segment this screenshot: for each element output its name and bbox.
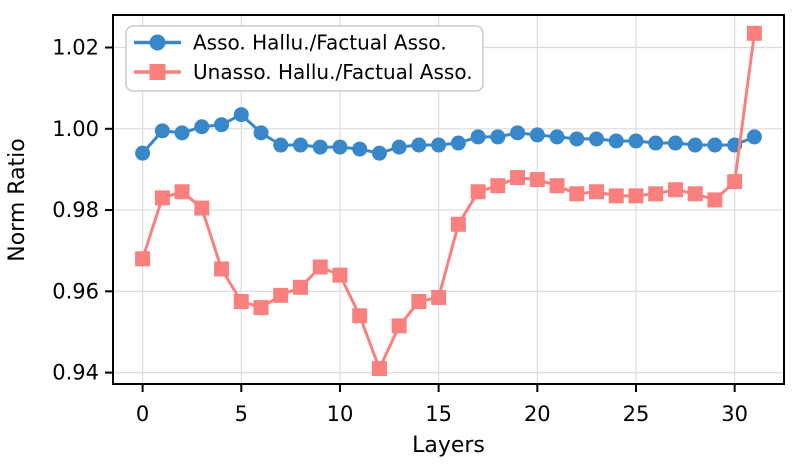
data-point-square xyxy=(154,190,170,206)
data-point-circle xyxy=(490,129,506,145)
data-point-square xyxy=(667,182,683,198)
data-point-square xyxy=(628,188,644,204)
data-point-circle xyxy=(391,139,407,155)
data-point-circle xyxy=(135,145,151,161)
data-point-circle xyxy=(214,117,230,133)
data-point-square xyxy=(549,178,565,194)
data-point-circle xyxy=(667,135,683,151)
data-point-square xyxy=(332,267,348,283)
data-point-circle xyxy=(529,127,545,143)
data-point-circle xyxy=(608,133,624,149)
data-point-square xyxy=(214,261,230,277)
data-point-circle xyxy=(687,137,703,153)
y-tick-label: 0.94 xyxy=(52,361,99,385)
data-point-square xyxy=(490,178,506,194)
data-point-square xyxy=(431,289,447,305)
data-point-circle xyxy=(510,125,526,141)
data-point-circle xyxy=(411,137,427,153)
data-point-square xyxy=(687,186,703,202)
legend-label-1: Unasso. Hallu./Factual Asso. xyxy=(193,60,473,84)
data-point-circle xyxy=(371,145,387,161)
data-point-circle xyxy=(332,139,348,155)
x-axis-label: Layers xyxy=(412,433,485,458)
data-point-square xyxy=(233,294,249,310)
x-tick-label: 15 xyxy=(425,402,452,426)
data-point-square xyxy=(194,200,210,216)
data-point-square xyxy=(450,216,466,232)
plot-border xyxy=(112,14,785,385)
data-point-circle xyxy=(312,139,328,155)
data-point-square xyxy=(589,184,605,200)
data-point-circle xyxy=(648,135,664,151)
data-point-circle xyxy=(431,137,447,153)
data-point-square xyxy=(253,300,269,316)
y-tick-label: 1.00 xyxy=(52,117,99,141)
x-tick-label: 20 xyxy=(524,402,551,426)
data-point-circle xyxy=(154,123,170,139)
data-point-circle xyxy=(450,135,466,151)
y-tick-label: 1.02 xyxy=(52,36,99,60)
legend-marker-circle xyxy=(149,34,166,51)
data-point-square xyxy=(727,174,743,190)
data-point-square xyxy=(569,186,585,202)
data-point-square xyxy=(648,186,664,202)
data-point-circle xyxy=(174,125,190,141)
x-tick-label: 0 xyxy=(136,402,149,426)
x-tick-label: 30 xyxy=(721,402,748,426)
data-point-square xyxy=(273,287,289,303)
data-point-circle xyxy=(352,141,368,157)
data-point-square xyxy=(510,170,526,186)
x-tick-label: 5 xyxy=(235,402,248,426)
data-point-circle xyxy=(746,129,762,145)
data-point-circle xyxy=(233,107,249,123)
data-point-square xyxy=(135,251,151,267)
data-point-square xyxy=(391,318,407,334)
data-point-square xyxy=(529,172,545,188)
x-tick-label: 10 xyxy=(327,402,354,426)
y-tick-label: 0.96 xyxy=(52,279,99,303)
data-point-circle xyxy=(589,131,605,147)
data-point-square xyxy=(371,361,387,377)
data-point-square xyxy=(707,192,723,208)
data-point-circle xyxy=(549,129,565,145)
data-point-circle xyxy=(569,131,585,147)
data-point-square xyxy=(312,259,328,275)
data-point-circle xyxy=(628,133,644,149)
data-point-square xyxy=(608,188,624,204)
data-point-square xyxy=(292,279,308,295)
data-point-square xyxy=(352,308,368,324)
x-tick-label: 25 xyxy=(623,402,650,426)
data-point-circle xyxy=(253,125,269,141)
data-point-square xyxy=(411,294,427,310)
y-tick-label: 0.98 xyxy=(52,198,99,222)
data-point-circle xyxy=(273,137,289,153)
legend: Asso. Hallu./Factual Asso. Unasso. Hallu.… xyxy=(125,25,484,92)
data-point-square xyxy=(470,184,486,200)
legend-box xyxy=(125,25,484,92)
data-point-square xyxy=(746,25,762,41)
data-point-circle xyxy=(292,137,308,153)
legend-marker-square xyxy=(149,64,166,80)
data-point-circle xyxy=(194,119,210,135)
series-line-0 xyxy=(141,113,756,155)
data-point-square xyxy=(174,184,190,200)
data-point-circle xyxy=(707,137,723,153)
legend-label-0: Asso. Hallu./Factual Asso. xyxy=(193,31,447,55)
data-point-circle xyxy=(470,129,486,145)
y-axis-label: Norm Ratio xyxy=(5,138,30,261)
